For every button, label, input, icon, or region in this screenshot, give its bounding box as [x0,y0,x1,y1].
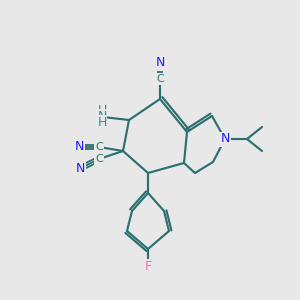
Text: N: N [74,140,84,154]
Text: C: C [95,142,103,152]
Text: H: H [97,116,107,128]
Text: F: F [144,260,152,272]
Text: C: C [95,154,103,164]
Text: H: H [97,103,107,116]
Text: N: N [97,110,107,122]
Text: N: N [75,161,85,175]
Text: N: N [220,133,230,146]
Text: N: N [155,56,165,70]
Text: C: C [156,74,164,84]
